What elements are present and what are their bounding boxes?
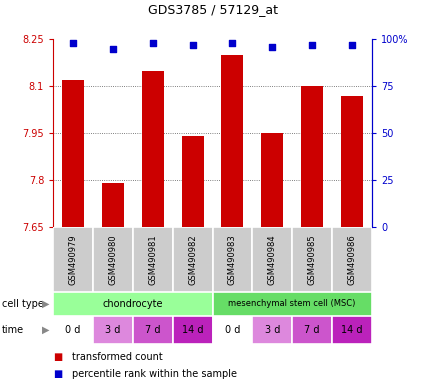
Text: 0 d: 0 d: [65, 325, 81, 335]
Bar: [332, 227, 372, 292]
Bar: [53, 227, 93, 292]
Text: transformed count: transformed count: [72, 352, 163, 362]
Text: 14 d: 14 d: [341, 325, 363, 335]
Text: 7 d: 7 d: [304, 325, 320, 335]
Bar: [133, 316, 173, 344]
Bar: [252, 316, 292, 344]
Text: percentile rank within the sample: percentile rank within the sample: [72, 369, 237, 379]
Bar: [93, 227, 133, 292]
Text: 7 d: 7 d: [145, 325, 161, 335]
Bar: [133, 227, 173, 292]
Bar: [93, 316, 133, 344]
Text: chondrocyte: chondrocyte: [102, 299, 163, 309]
Text: 3 d: 3 d: [105, 325, 121, 335]
Bar: [212, 227, 252, 292]
Point: [309, 42, 315, 48]
Text: GSM490986: GSM490986: [348, 234, 357, 285]
Text: GSM490982: GSM490982: [188, 234, 197, 285]
Bar: [212, 292, 372, 316]
Bar: [53, 316, 93, 344]
Text: ▶: ▶: [42, 325, 50, 335]
Bar: [332, 316, 372, 344]
Point: [269, 44, 276, 50]
Bar: [252, 227, 292, 292]
Text: 14 d: 14 d: [182, 325, 203, 335]
Bar: [292, 316, 332, 344]
Bar: [173, 316, 212, 344]
Bar: [221, 55, 244, 227]
Point: [348, 42, 355, 48]
Text: ▶: ▶: [42, 299, 50, 309]
Bar: [173, 227, 212, 292]
Text: GSM490979: GSM490979: [68, 234, 77, 285]
Text: 3 d: 3 d: [265, 325, 280, 335]
Bar: [301, 86, 323, 227]
Bar: [261, 133, 283, 227]
Bar: [53, 292, 212, 316]
Point: [229, 40, 236, 46]
Point: [189, 42, 196, 48]
Text: GDS3785 / 57129_at: GDS3785 / 57129_at: [147, 3, 278, 16]
Bar: [212, 316, 252, 344]
Bar: [292, 227, 332, 292]
Text: GSM490981: GSM490981: [148, 234, 157, 285]
Text: GSM490983: GSM490983: [228, 234, 237, 285]
Point: [149, 40, 156, 46]
Bar: [62, 80, 84, 227]
Text: ■: ■: [53, 369, 62, 379]
Text: ■: ■: [53, 352, 62, 362]
Point: [70, 40, 76, 46]
Text: 0 d: 0 d: [225, 325, 240, 335]
Text: cell type: cell type: [2, 299, 44, 309]
Bar: [181, 136, 204, 227]
Text: GSM490984: GSM490984: [268, 234, 277, 285]
Text: time: time: [2, 325, 24, 335]
Bar: [142, 71, 164, 227]
Text: mesenchymal stem cell (MSC): mesenchymal stem cell (MSC): [229, 300, 356, 308]
Bar: [102, 184, 124, 227]
Text: GSM490985: GSM490985: [308, 234, 317, 285]
Point: [110, 45, 116, 51]
Text: GSM490980: GSM490980: [108, 234, 117, 285]
Bar: [341, 96, 363, 227]
